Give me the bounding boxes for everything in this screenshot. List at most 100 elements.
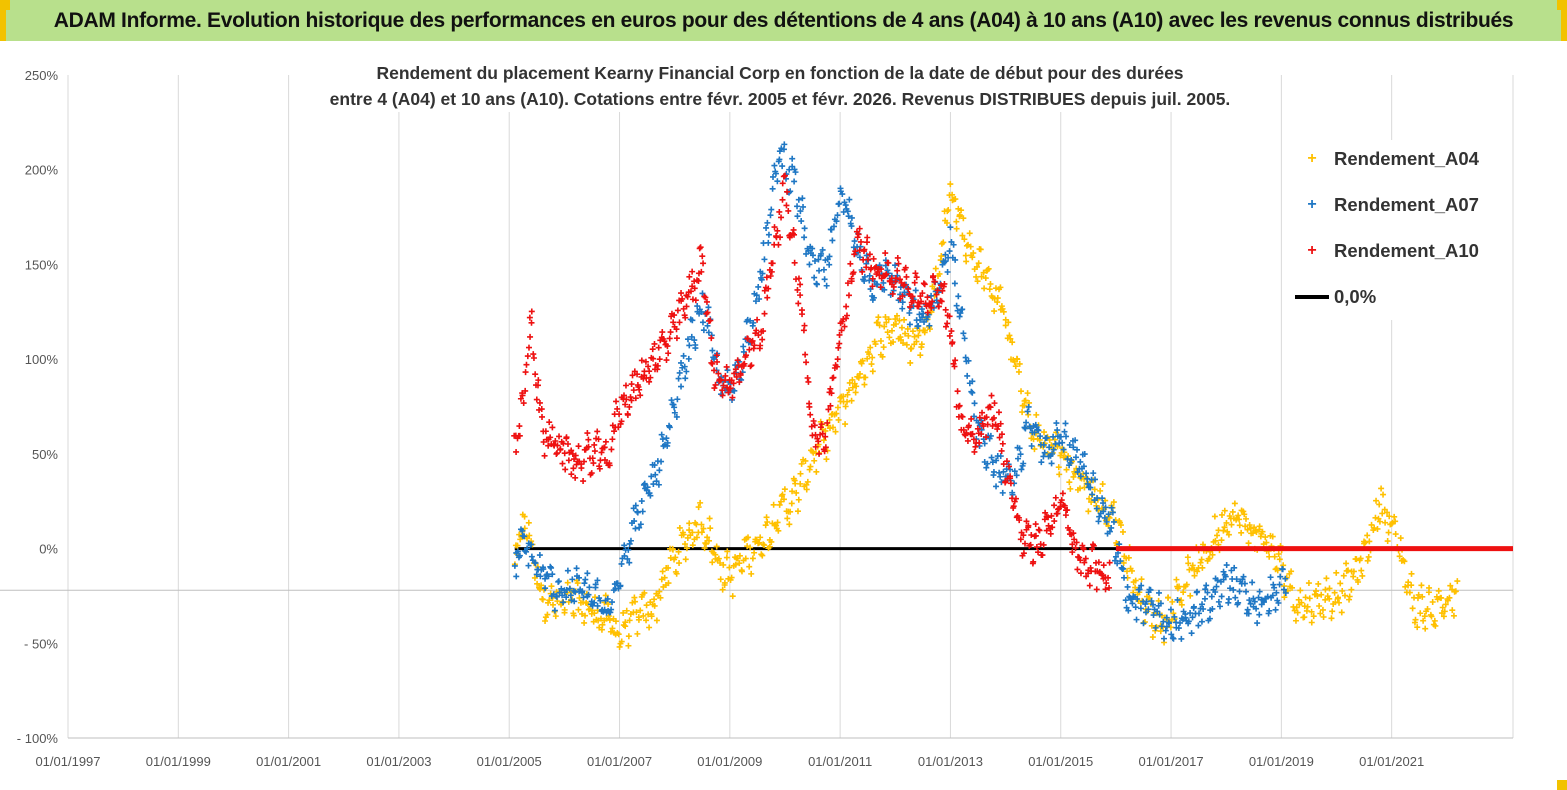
a07-point xyxy=(990,468,997,475)
a04-point xyxy=(872,341,879,348)
a04-point xyxy=(1336,599,1343,606)
a04-point xyxy=(1442,601,1449,608)
a07-point xyxy=(770,173,777,180)
a07-point xyxy=(1223,562,1230,569)
a04-point xyxy=(724,548,731,555)
a10-point xyxy=(801,322,808,329)
a04-point xyxy=(602,592,609,599)
a10-point xyxy=(704,309,711,316)
a07-point xyxy=(1000,468,1007,475)
a04-point xyxy=(936,270,943,277)
a04-point xyxy=(789,488,796,495)
a07-point xyxy=(545,573,552,580)
a04-point xyxy=(751,549,758,556)
a04-point xyxy=(1343,560,1350,567)
a07-point xyxy=(866,272,873,279)
a07-point xyxy=(1244,606,1251,613)
a10-point xyxy=(998,431,1005,438)
a07-point xyxy=(511,562,518,569)
legend-item-a07: + Rendement_A07 xyxy=(1290,190,1479,220)
a07-point xyxy=(1152,624,1159,631)
a07-point xyxy=(1227,585,1234,592)
a10-point xyxy=(712,381,719,388)
a10-point xyxy=(779,196,786,203)
a04-point xyxy=(856,370,863,377)
a10-point xyxy=(516,432,523,439)
a07-point xyxy=(1066,441,1073,448)
a07-point xyxy=(1200,606,1207,613)
a07-point xyxy=(815,256,822,263)
a10-point xyxy=(708,359,715,366)
a04-point xyxy=(1454,578,1461,585)
a04-point xyxy=(676,560,683,567)
a10-point xyxy=(734,357,741,364)
a10-point xyxy=(601,456,608,463)
a04-point xyxy=(940,239,947,246)
a07-point xyxy=(1112,553,1119,560)
a07-point xyxy=(1201,595,1208,602)
a07-point xyxy=(523,548,530,555)
a07-point xyxy=(1040,441,1047,448)
a07-point xyxy=(608,606,615,613)
a07-point xyxy=(1243,588,1250,595)
a04-point xyxy=(986,286,993,293)
a10-point xyxy=(609,436,616,443)
a10-point xyxy=(776,208,783,215)
a04-point xyxy=(862,374,869,381)
a07-point xyxy=(800,203,807,210)
a10-point xyxy=(924,294,931,301)
a10-point xyxy=(585,436,592,443)
a07-point xyxy=(1155,589,1162,596)
a04-point xyxy=(1357,555,1364,562)
a04-point xyxy=(943,220,950,227)
a04-point xyxy=(1085,508,1092,515)
a07-point xyxy=(1196,610,1202,617)
a07-point xyxy=(969,389,976,396)
a07-point xyxy=(647,492,654,499)
a10-point xyxy=(741,360,748,367)
a07-point xyxy=(1062,420,1069,427)
a10-point xyxy=(707,317,714,324)
a04-point xyxy=(578,610,585,617)
a07-point xyxy=(1170,635,1177,642)
a07-point xyxy=(563,586,570,593)
a10-point xyxy=(935,303,942,310)
a04-point xyxy=(570,612,577,619)
a07-point xyxy=(564,567,571,574)
a07-point xyxy=(1230,586,1237,593)
a04-point xyxy=(1323,575,1330,582)
a04-point xyxy=(903,341,910,348)
a04-point xyxy=(1414,624,1421,631)
a07-point xyxy=(983,464,990,471)
a04-point xyxy=(637,607,644,614)
a07-point xyxy=(1025,403,1032,410)
a04-point xyxy=(659,568,666,575)
a10-point xyxy=(883,271,890,278)
a07-point xyxy=(558,585,565,592)
a07-point xyxy=(1163,614,1170,621)
a10-point xyxy=(1083,573,1090,580)
y-tick-label: 200% xyxy=(25,163,59,178)
a04-point xyxy=(961,236,968,243)
a04-point xyxy=(844,398,851,405)
x-tick-label: 01/01/2003 xyxy=(366,754,431,769)
a07-point xyxy=(1090,470,1097,477)
a07-point xyxy=(950,241,957,248)
a07-point xyxy=(1182,614,1189,621)
a04-point xyxy=(1315,580,1322,587)
a07-point xyxy=(519,527,526,534)
a07-point xyxy=(769,185,776,192)
y-tick-label: - 100% xyxy=(17,731,59,746)
a07-point xyxy=(829,237,836,244)
a10-point xyxy=(581,458,588,465)
a10-point xyxy=(1037,541,1044,548)
a04-point xyxy=(1243,515,1249,522)
a04-point xyxy=(1421,613,1428,620)
a10-point xyxy=(647,374,654,381)
a07-point xyxy=(604,595,611,602)
chart-subtitle: Rendement du placement Kearny Financial … xyxy=(300,60,1260,112)
a04-point xyxy=(736,560,743,567)
a07-point xyxy=(1222,573,1229,580)
a07-point xyxy=(753,292,760,299)
a04-point xyxy=(994,295,1001,302)
